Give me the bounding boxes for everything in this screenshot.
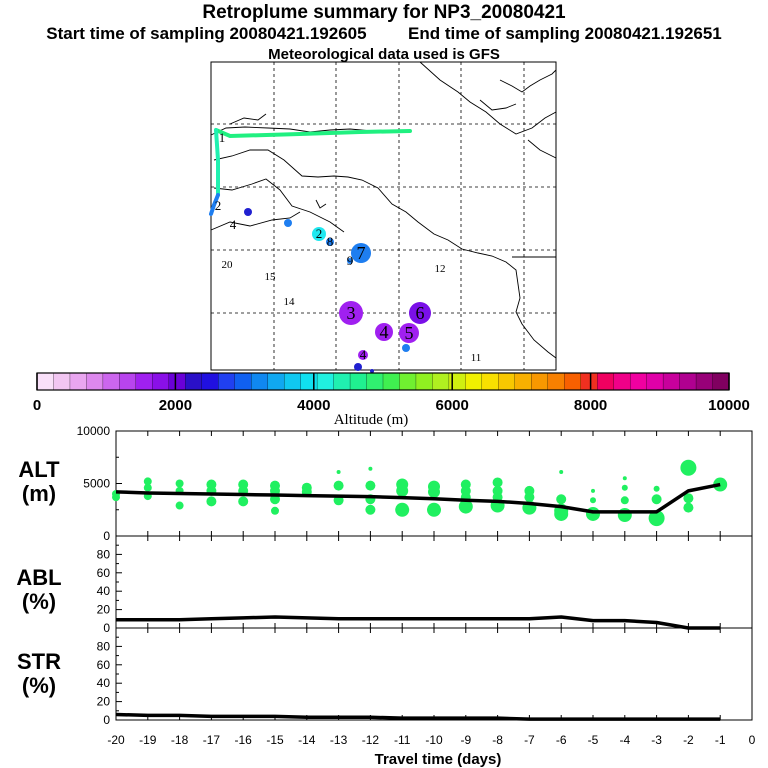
abl-label: ABL (%) <box>4 566 74 614</box>
plume-label: 11 <box>471 352 482 364</box>
plume-label: 12 <box>435 263 446 275</box>
plume-label: 7 <box>357 243 366 263</box>
plume-marker <box>312 227 326 241</box>
plume-label: 15 <box>265 271 277 283</box>
plume-dot <box>284 219 292 227</box>
plume-label: 20 <box>222 259 234 271</box>
end-time-label: End time of sampling 20080421.192651 <box>408 24 722 43</box>
plume-label: 2 <box>215 198 222 213</box>
chart-title: Retroplume summary for NP3_20080421 <box>202 2 566 23</box>
plume-marker <box>409 302 431 324</box>
abl-label-bottom: (%) <box>21 589 57 614</box>
plume-dot <box>370 369 374 373</box>
alt-label-top: ALT <box>18 457 60 482</box>
alt-label: ALT (m) <box>4 458 74 506</box>
plume-marker <box>351 243 371 263</box>
plume-marker <box>326 238 334 246</box>
plume-label: 5 <box>405 323 414 343</box>
plume-label: 6 <box>416 303 425 323</box>
plume-label: 3 <box>347 303 356 323</box>
plume-marker <box>358 350 368 360</box>
str-label-top: STR <box>17 649 61 674</box>
plume-label: 1 <box>219 130 226 145</box>
plume-label: 8 <box>327 234 334 249</box>
str-label: STR (%) <box>4 650 74 698</box>
plume-dot <box>354 363 362 371</box>
met-data-label: Meteorological data used is GFS <box>268 46 500 63</box>
plume-label: 2 <box>316 226 323 241</box>
plume-label: 14 <box>284 296 296 308</box>
plume-label: 4 <box>230 217 237 232</box>
abl-label-top: ABL <box>16 565 62 590</box>
plume-label: 4 <box>380 322 389 342</box>
plume-label: 9 <box>347 253 354 268</box>
plume-dot <box>244 208 252 216</box>
sampling-times: Start time of sampling 20080421.192605 E… <box>0 24 768 44</box>
plume-marker <box>399 323 419 343</box>
plume-marker <box>339 301 363 325</box>
plume-label: 4 <box>360 347 367 362</box>
str-label-bottom: (%) <box>21 673 57 698</box>
plume-dot <box>402 344 410 352</box>
map-frame <box>210 61 557 371</box>
alt-label-bottom: (m) <box>21 481 57 506</box>
plume-marker <box>347 258 353 264</box>
plume-marker <box>375 323 393 341</box>
start-time-label: Start time of sampling 20080421.192605 <box>46 24 367 43</box>
trajectory-track <box>209 128 412 216</box>
